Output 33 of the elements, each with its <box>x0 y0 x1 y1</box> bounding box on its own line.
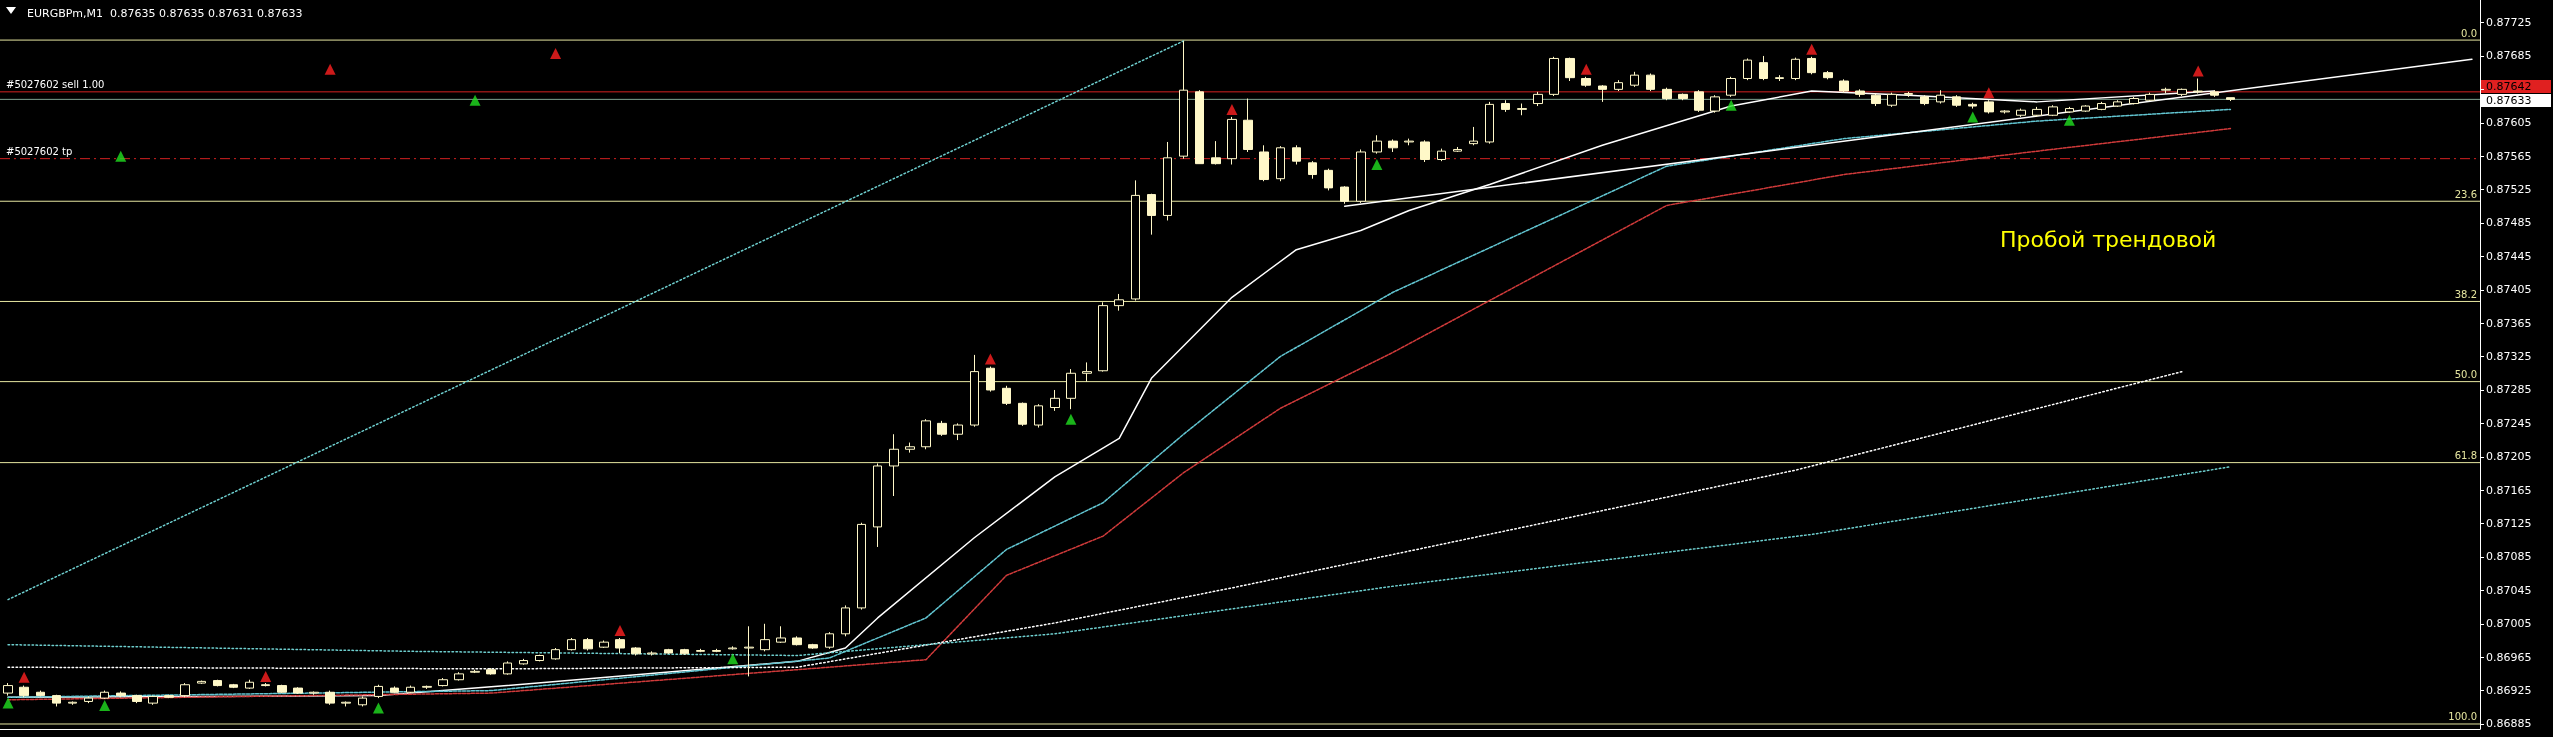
y-tick-label: 0.87325 <box>2486 350 2532 364</box>
y-tick-label: 0.87285 <box>2486 383 2532 397</box>
y-tick-label: 0.87365 <box>2486 316 2532 330</box>
y-tick-label: 0.87005 <box>2486 617 2532 631</box>
y-tick-label: 0.87725 <box>2486 16 2532 30</box>
y-tick-label: 0.87045 <box>2486 583 2532 597</box>
annotation: 100.0 <box>2448 711 2477 723</box>
annotation: 0.0 <box>2461 27 2477 39</box>
y-tick-label: 0.86885 <box>2486 717 2532 731</box>
y-tick-label: 0.87565 <box>2486 149 2532 163</box>
y-tick-label: 0.87445 <box>2486 249 2532 263</box>
ref-line-label: #5027602 tp <box>6 146 73 158</box>
annotation: 23.6 <box>2454 188 2477 200</box>
text: 0.87642 <box>2486 80 2532 93</box>
y-tick-label: 0.87245 <box>2486 416 2532 430</box>
y-tick-label: 0.87485 <box>2486 216 2532 230</box>
ref-line-label: #5027602 sell 1.00 <box>6 79 105 91</box>
y-tick-label: 0.87405 <box>2486 283 2532 297</box>
y-tick-label: 0.87165 <box>2486 483 2532 497</box>
annotation: 50.0 <box>2454 369 2477 381</box>
y-tick-label: 0.87125 <box>2486 517 2532 531</box>
y-tick-label: 0.87205 <box>2486 450 2532 464</box>
y-tick-label: 0.86965 <box>2486 650 2532 664</box>
y-tick-label: 0.87525 <box>2486 183 2532 197</box>
y-tick-label: 0.87685 <box>2486 49 2532 63</box>
y-tick-label: 0.86925 <box>2486 684 2532 698</box>
annotation: Пробой трендовой <box>2000 226 2217 252</box>
annotation: 38.2 <box>2454 288 2477 300</box>
y-tick-label: 0.87605 <box>2486 116 2532 130</box>
annotation: 61.8 <box>2454 450 2477 462</box>
y-tick-label: 0.87085 <box>2486 550 2532 564</box>
text: 0.87633 <box>2486 94 2532 107</box>
text: EURGBPm,M1 0.87635 0.87635 0.87631 0.87633 <box>27 7 303 20</box>
